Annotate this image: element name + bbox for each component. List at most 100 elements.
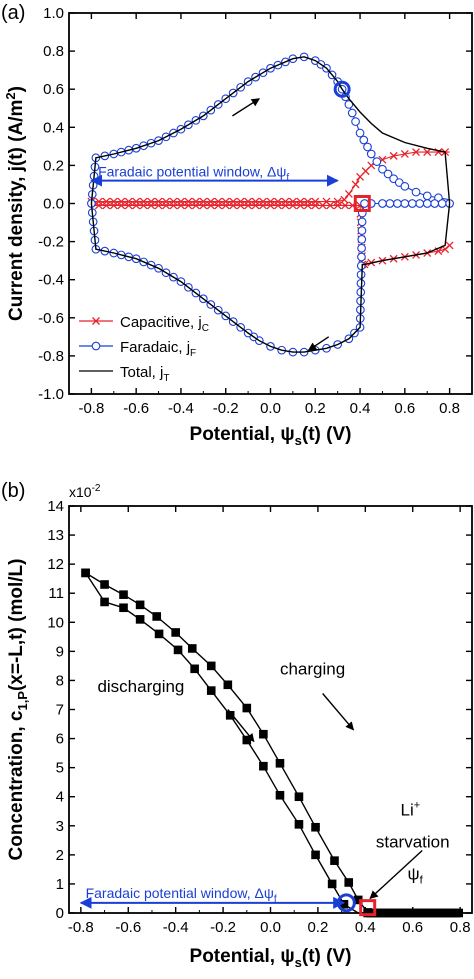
panel-a-data-point: [326, 201, 335, 210]
panel-a-circle-marker: [333, 80, 351, 98]
panel-b-x-tick-label: 0.2: [307, 919, 328, 936]
panel-a-data-point: [412, 148, 420, 157]
panel-a-data-point: [415, 199, 425, 208]
panel-a-x-tick-label: 0.6: [394, 400, 415, 417]
panel-a-data-point: [359, 135, 369, 145]
panel-a-data-point: [162, 201, 170, 210]
panel-a-data-point: [303, 201, 312, 210]
panel-b-data-point: [206, 686, 216, 695]
panel-a-x-tick-label: -0.4: [168, 400, 194, 417]
panel-a-data-point: [132, 201, 141, 210]
panel-b-data-point: [311, 850, 320, 860]
panel-a-data-point: [411, 187, 421, 197]
panel-a-x-axis-label: Potential, ψs(t) (V): [190, 424, 352, 448]
panel-b-x-tick-label: -0.4: [163, 919, 189, 936]
panel-b-x-tick-label: -0.6: [115, 919, 141, 936]
panel-a-data-point: [288, 201, 297, 210]
panel-b-x-tick-label: 0.0: [260, 919, 281, 936]
panel-a-data-point: [389, 151, 398, 160]
panel-b-data-point: [275, 790, 285, 800]
panel-b-data-point: [294, 792, 304, 802]
panel-a-data-point: [351, 180, 360, 189]
panel-a-data-point: [393, 199, 402, 208]
panel-b-panel: -0.8 -0.6 -0.4 -0.2 0.0 0.2 0.4 0.6 0.8012345678…: [1, 480, 473, 970]
panel-a-data-point: [372, 157, 382, 166]
panel-a-data-point: [251, 201, 260, 210]
panel-b-circle-marker: [336, 893, 356, 913]
panel-b-data-point: [119, 590, 128, 599]
panel-b-x-tick-label: -0.2: [210, 919, 236, 936]
panel-b-square-marker: [359, 899, 377, 917]
panel-b-y-tick-label: 8: [56, 672, 64, 689]
panel-a-data-point: [296, 201, 305, 210]
panel-a-data-point: [176, 201, 185, 210]
panel-a-x-tick-label: -0.6: [123, 400, 149, 417]
panel-b-x-tick-label: 0.4: [355, 919, 376, 936]
panel-a-x-tick-label: 0.2: [305, 400, 326, 417]
panel-b-data-point: [275, 758, 285, 768]
panel-a-legend-label: Capacitive, jC: [120, 314, 209, 334]
panel-a-data-point: [109, 201, 118, 210]
panel-a-legend-marker: [92, 317, 100, 325]
panel-b-data-point: [152, 612, 162, 621]
panel-b-data-point: [100, 580, 109, 589]
panel-a-y-tick-label: 0.4: [43, 119, 64, 136]
panel-b-data-point: [327, 879, 337, 889]
panel-a-y-tick-label: 1.0: [43, 5, 64, 22]
panel-a-data-point: [139, 201, 148, 210]
panel-b-y-tick-label: 10: [47, 614, 64, 631]
panel-a-data-point: [184, 201, 193, 210]
panel-a-data-point: [94, 201, 103, 210]
panel-b-y-tick-label: 5: [56, 760, 64, 777]
panel-a-y-tick-label: 0.8: [43, 43, 64, 60]
panel-b-data-point: [171, 628, 180, 637]
panel-a-data-point: [363, 142, 372, 152]
panel-b-data-point: [173, 645, 183, 655]
panel-b-y-tick-label: 11: [48, 585, 64, 602]
panel-b-data-point: [242, 735, 252, 745]
panel-a-data-point: [244, 201, 253, 210]
panel-a-x-tick-label: -0.2: [213, 400, 239, 417]
panel-b-y-tick-label: 1: [56, 876, 64, 893]
panel-b-y-tick-label: 0: [56, 905, 64, 922]
panel-b-data-point: [100, 597, 109, 607]
panel-b-x-tick-label: 0.8: [450, 919, 471, 936]
panel-a-data-point: [124, 201, 133, 210]
panel-a-legend-label: Faradaic, jF: [120, 339, 196, 359]
panel-b-data-point: [187, 644, 197, 653]
panel-a-y-tick-label: -0.2: [38, 234, 64, 251]
panel-b-direction-arrow: [227, 709, 255, 743]
panel-b-x-tick-label: -0.8: [68, 919, 94, 936]
panel-a-data-point: [437, 199, 447, 208]
panel-b-data-point: [259, 729, 268, 739]
panel-b-psi-label: ψf: [408, 865, 424, 887]
panel-a-data-point: [378, 164, 387, 174]
panel-a-data-point: [274, 201, 282, 210]
panel-a-data-point: [400, 199, 410, 208]
panel-a-data-point: [147, 201, 156, 210]
panel-b-y-tick-label: 7: [56, 702, 64, 719]
panel-b-data-point: [81, 568, 90, 578]
panel-a-data-point: [423, 148, 432, 157]
panel-a-y-tick-label: 0.6: [43, 81, 64, 98]
panel-a-data-point: [281, 201, 290, 210]
panel-a-data-point: [318, 201, 327, 210]
panel-a-data-point: [351, 117, 360, 126]
panel-a-data-point: [266, 201, 275, 210]
panel-b-y-multiplier: x10-2: [69, 483, 101, 500]
panel-b-y-tick-label: 3: [56, 818, 64, 835]
panel-b-data-point: [119, 603, 128, 613]
panel-a-series-line: [91, 151, 450, 203]
panel-a-data-point: [422, 191, 432, 201]
panel-b-data-point: [330, 856, 339, 865]
panel-a-y-tick-label: -0.4: [38, 272, 64, 289]
panel-b-data-point: [154, 629, 164, 639]
panel-b-data-point: [135, 615, 145, 624]
panel-a-direction-arrow: [307, 336, 330, 351]
panel-b-series-line: [85, 572, 461, 914]
panel-a-y-tick-label: -0.8: [38, 348, 64, 365]
panel-a-data-point: [357, 217, 367, 227]
panel-b-data-point: [294, 820, 304, 829]
panel-a-data-point: [378, 199, 387, 208]
